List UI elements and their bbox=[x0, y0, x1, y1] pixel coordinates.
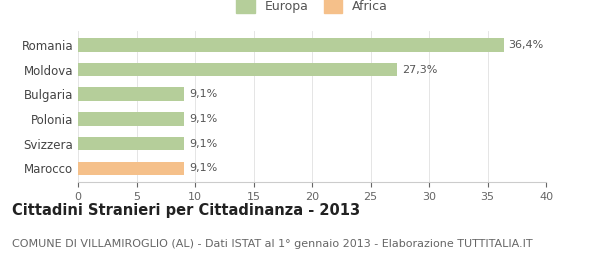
Bar bbox=[78, 112, 184, 126]
Legend: Europa, Africa: Europa, Africa bbox=[232, 0, 392, 17]
Text: 9,1%: 9,1% bbox=[189, 114, 217, 124]
Bar bbox=[78, 87, 184, 101]
Text: COMUNE DI VILLAMIROGLIO (AL) - Dati ISTAT al 1° gennaio 2013 - Elaborazione TUTT: COMUNE DI VILLAMIROGLIO (AL) - Dati ISTA… bbox=[12, 239, 533, 249]
Bar bbox=[78, 63, 397, 76]
Bar bbox=[78, 137, 184, 151]
Bar bbox=[78, 38, 504, 52]
Text: 9,1%: 9,1% bbox=[189, 163, 217, 173]
Text: 9,1%: 9,1% bbox=[189, 139, 217, 149]
Text: 36,4%: 36,4% bbox=[509, 40, 544, 50]
Text: Cittadini Stranieri per Cittadinanza - 2013: Cittadini Stranieri per Cittadinanza - 2… bbox=[12, 203, 360, 218]
Text: 9,1%: 9,1% bbox=[189, 89, 217, 99]
Text: 27,3%: 27,3% bbox=[402, 64, 437, 75]
Bar bbox=[78, 161, 184, 175]
